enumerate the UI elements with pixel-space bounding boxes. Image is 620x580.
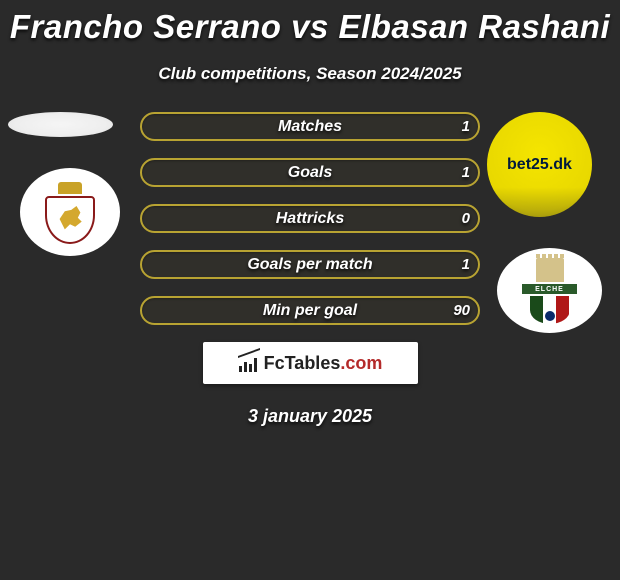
stat-row: Hattricks 0: [140, 204, 480, 233]
stat-label: Matches: [142, 118, 478, 136]
stat-row: Matches 1: [140, 112, 480, 141]
stat-value-right: 0: [462, 210, 470, 227]
date-label: 3 january 2025: [0, 406, 620, 427]
stat-row: Goals 1: [140, 158, 480, 187]
subtitle: Club competitions, Season 2024/2025: [0, 64, 620, 84]
stat-value-right: 1: [462, 164, 470, 181]
player2-avatar: bet25.dk: [487, 112, 592, 217]
player1-name: Francho Serrano: [10, 8, 282, 45]
sponsor-text: bet25.dk: [507, 156, 572, 174]
shield-icon: [45, 196, 95, 244]
crown-icon: [58, 182, 82, 194]
vs-separator: vs: [291, 8, 329, 45]
page-title: Francho Serrano vs Elbasan Rashani: [0, 0, 620, 46]
shield-stripes-icon: [530, 296, 570, 324]
stat-label: Goals per match: [142, 256, 478, 274]
stat-label: Goals: [142, 164, 478, 182]
stat-label: Hattricks: [142, 210, 478, 228]
stat-bars: Matches 1 Goals 1 Hattricks 0 Goals per …: [140, 112, 480, 325]
player1-avatar: [8, 112, 113, 137]
player2-name: Elbasan Rashani: [339, 8, 611, 45]
brand-watermark: FcTables.com: [203, 342, 418, 384]
brand-domain: .com: [340, 353, 382, 373]
lion-icon: [57, 206, 83, 232]
barchart-icon: [238, 354, 260, 372]
player1-club-badge: [20, 168, 120, 256]
player2-club-badge: ELCHE: [497, 248, 602, 333]
club-banner: ELCHE: [522, 284, 577, 294]
ball-icon: [545, 311, 555, 321]
stat-value-right: 90: [453, 302, 470, 319]
brand-text: FcTables.com: [264, 353, 383, 374]
stat-value-right: 1: [462, 256, 470, 273]
stat-row: Min per goal 90: [140, 296, 480, 325]
stat-value-right: 1: [462, 118, 470, 135]
stat-row: Goals per match 1: [140, 250, 480, 279]
stat-label: Min per goal: [142, 302, 478, 320]
tower-icon: [536, 258, 564, 282]
comparison-content: bet25.dk ELCHE Matches 1 Goals 1 Hattric…: [0, 112, 620, 427]
brand-name: FcTables: [264, 353, 341, 373]
